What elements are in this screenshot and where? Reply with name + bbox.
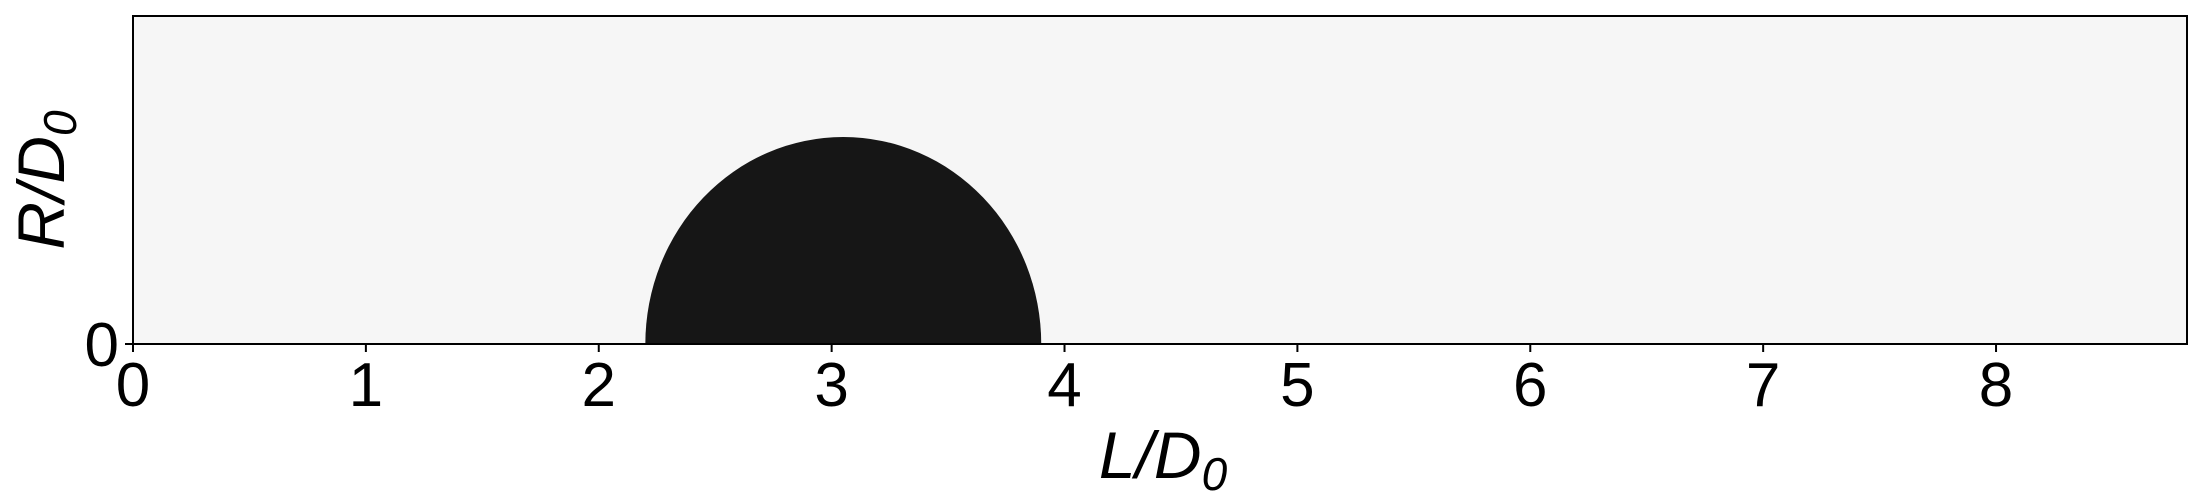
- x-axis-label: L/D0: [1099, 418, 1228, 500]
- y-axis-label: R/D0: [4, 110, 86, 250]
- x-tick-label: 2: [582, 351, 616, 420]
- x-tick-label: 1: [349, 351, 383, 420]
- y-ticks: 0: [85, 311, 133, 380]
- x-ticks: 0 1 2 3 4 5 6 7 8: [116, 344, 2013, 420]
- plot-area: [133, 16, 2187, 344]
- y-tick-label: 0: [85, 311, 119, 380]
- x-tick-label: 7: [1746, 351, 1780, 420]
- x-tick-label: 4: [1047, 351, 1081, 420]
- x-tick-label: 5: [1280, 351, 1314, 420]
- x-tick-label: 0: [116, 351, 150, 420]
- x-tick-label: 6: [1513, 351, 1547, 420]
- plot-frame: [132, 15, 2188, 345]
- x-tick-label: 3: [814, 351, 848, 420]
- x-tick-label: 8: [1979, 351, 2013, 420]
- droplet-shape: [645, 136, 1042, 344]
